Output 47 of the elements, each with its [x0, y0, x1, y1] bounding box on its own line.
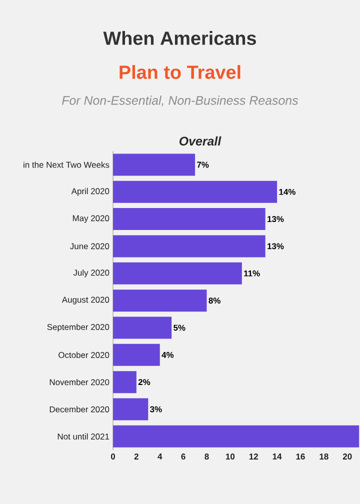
y-tick-label: November 2020	[50, 378, 110, 386]
x-tick-label: 6	[181, 454, 186, 460]
bar	[113, 425, 360, 448]
y-tick-label: October 2020	[58, 352, 110, 358]
x-tick-label: 10	[226, 454, 235, 460]
bar	[113, 290, 207, 312]
data-label: 11%	[244, 270, 260, 276]
chart-subtitle: Plan to Travel	[120, 65, 240, 79]
x-tick-label: 20	[342, 454, 352, 460]
x-tick-label: 12	[249, 454, 258, 460]
data-label: 7%	[197, 162, 209, 168]
x-tick-label: 2	[134, 454, 138, 460]
x-tick-label: 0	[110, 454, 116, 460]
y-tick-label: May 2020	[72, 215, 110, 223]
chart-title: When Americans	[103, 31, 256, 45]
bar	[113, 398, 148, 420]
data-label: 14%	[279, 188, 296, 195]
data-label: 8%	[208, 298, 220, 304]
bar	[113, 371, 136, 394]
data-label: 13%	[268, 243, 284, 250]
y-tick-label: April 2020	[71, 188, 110, 196]
data-label: 3%	[150, 406, 162, 412]
bar	[113, 262, 242, 284]
x-tick-label: 14	[272, 454, 282, 460]
x-tick-label: 4	[158, 454, 162, 460]
bar	[113, 235, 266, 258]
data-label: 4%	[162, 352, 174, 358]
y-tick-label: August 2020	[62, 296, 110, 304]
bar	[113, 316, 172, 339]
y-tick-label: September 2020	[47, 324, 110, 332]
data-label: 2%	[138, 379, 150, 386]
x-tick-label: 16	[296, 454, 305, 460]
data-label: 5%	[174, 324, 186, 331]
bar	[113, 208, 266, 230]
x-tick-label: 8	[204, 454, 209, 460]
bar	[113, 344, 160, 366]
y-tick-label: December 2020	[50, 406, 110, 412]
bar	[113, 154, 196, 176]
bar	[113, 180, 278, 203]
data-label: 13%	[268, 216, 284, 222]
x-tick-label: 18	[320, 454, 328, 460]
y-tick-label: July 2020	[73, 269, 110, 278]
text: For Non-Essential, Non-Business Reasons	[62, 96, 298, 106]
text: Overall	[179, 136, 222, 146]
y-tick-label: June 2020	[70, 243, 110, 250]
y-tick-label: Not until 2021	[58, 433, 110, 440]
y-tick-label: in the Next Two Weeks	[24, 162, 110, 168]
